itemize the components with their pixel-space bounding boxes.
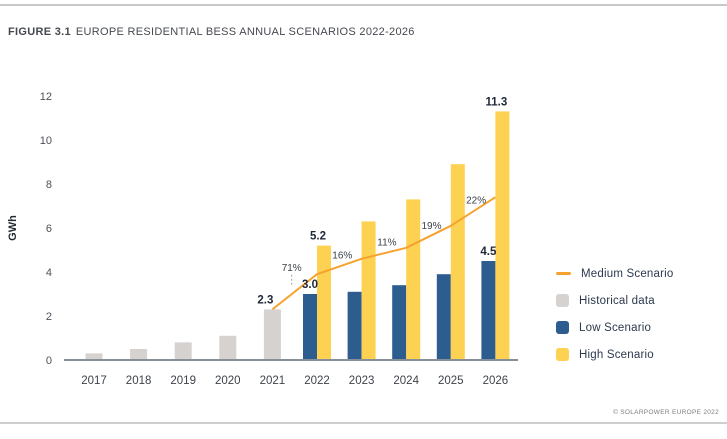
value-label-2022-5.2: 5.2 (310, 231, 326, 243)
y-axis-tick: 0 (46, 355, 52, 367)
low-scenario-swatch (556, 321, 569, 334)
top-rule (0, 4, 727, 6)
growth-label-11%: 11% (377, 237, 396, 248)
high-scenario-swatch (556, 348, 569, 361)
legend-item-medium-scenario: Medium Scenario (556, 260, 673, 287)
growth-label-16%: 16% (332, 251, 352, 262)
historical-bar-2018 (130, 349, 148, 360)
copyright-text: © SOLARPOWER EUROPE 2022 (613, 409, 719, 416)
historical-data-swatch (556, 294, 569, 307)
x-axis-tick-2025: 2025 (438, 375, 464, 387)
low-scenario-bar-2026 (481, 261, 496, 360)
legend-label: Historical data (579, 294, 655, 307)
high-scenario-bar-2026 (495, 111, 510, 361)
y-axis-tick: 8 (46, 179, 52, 191)
x-axis-tick-2019: 2019 (170, 375, 196, 387)
y-axis-tick: 12 (40, 91, 52, 103)
y-axis-tick: 2 (46, 311, 52, 323)
legend-label: Low Scenario (579, 321, 652, 334)
high-scenario-bar-2022 (317, 245, 331, 360)
medium-scenario-line (271, 196, 496, 311)
growth-label-19%: 19% (421, 221, 441, 232)
x-axis-tick-2023: 2023 (349, 375, 375, 387)
x-axis-tick-2018: 2018 (126, 375, 152, 387)
bottom-rule (0, 422, 727, 424)
growth-label-22%: 22% (466, 196, 486, 207)
historical-bar-2021 (263, 309, 281, 360)
legend-item-high-scenario: High Scenario (556, 341, 673, 368)
figure-title: EUROPE RESIDENTIAL BESS ANNUAL SCENARIOS… (75, 26, 415, 38)
legend-item-low-scenario: Low Scenario (556, 314, 673, 341)
high-scenario-bar-2023 (361, 221, 376, 360)
y-axis-tick: 4 (46, 267, 52, 279)
x-axis-tick-2026: 2026 (483, 375, 509, 387)
low-scenario-bar-2022 (303, 294, 317, 360)
chart-legend: Medium Scenario Historical data Low Scen… (556, 260, 673, 368)
value-label-2026-4.5: 4.5 (480, 246, 497, 258)
legend-item-historical-data: Historical data (556, 287, 673, 314)
historical-bar-2019 (174, 342, 192, 360)
x-axis-tick-2017: 2017 (81, 375, 107, 387)
figure-header: FIGURE 3.1 EUROPE RESIDENTIAL BESS ANNUAL… (8, 26, 415, 38)
y-axis-tick: 6 (46, 223, 52, 235)
x-axis-tick-2020: 2020 (215, 375, 241, 387)
value-label-2026-11.3: 11.3 (486, 96, 508, 108)
value-label-2021-2.3: 2.3 (257, 294, 273, 306)
y-axis-title: GWh (7, 215, 19, 241)
historical-bar-2017 (85, 353, 103, 360)
value-label-2022-3.0: 3.0 (302, 279, 318, 291)
low-scenario-bar-2025 (436, 274, 451, 360)
figure-label: FIGURE 3.1 (8, 26, 71, 38)
growth-label-71%: 71% (282, 263, 302, 274)
y-axis-tick: 10 (40, 135, 52, 147)
legend-label: Medium Scenario (581, 267, 674, 280)
medium-scenario-line-swatch (556, 272, 571, 275)
high-scenario-bar-2024 (406, 199, 421, 360)
low-scenario-bar-2024 (392, 285, 407, 360)
historical-bar-2020 (219, 335, 237, 360)
low-scenario-bar-2023 (347, 291, 362, 360)
x-axis-tick-2024: 2024 (393, 375, 419, 387)
high-scenario-bar-2025 (450, 164, 465, 360)
legend-label: High Scenario (579, 348, 654, 361)
x-axis-tick-2022: 2022 (304, 375, 330, 387)
x-axis-tick-2021: 2021 (260, 375, 286, 387)
